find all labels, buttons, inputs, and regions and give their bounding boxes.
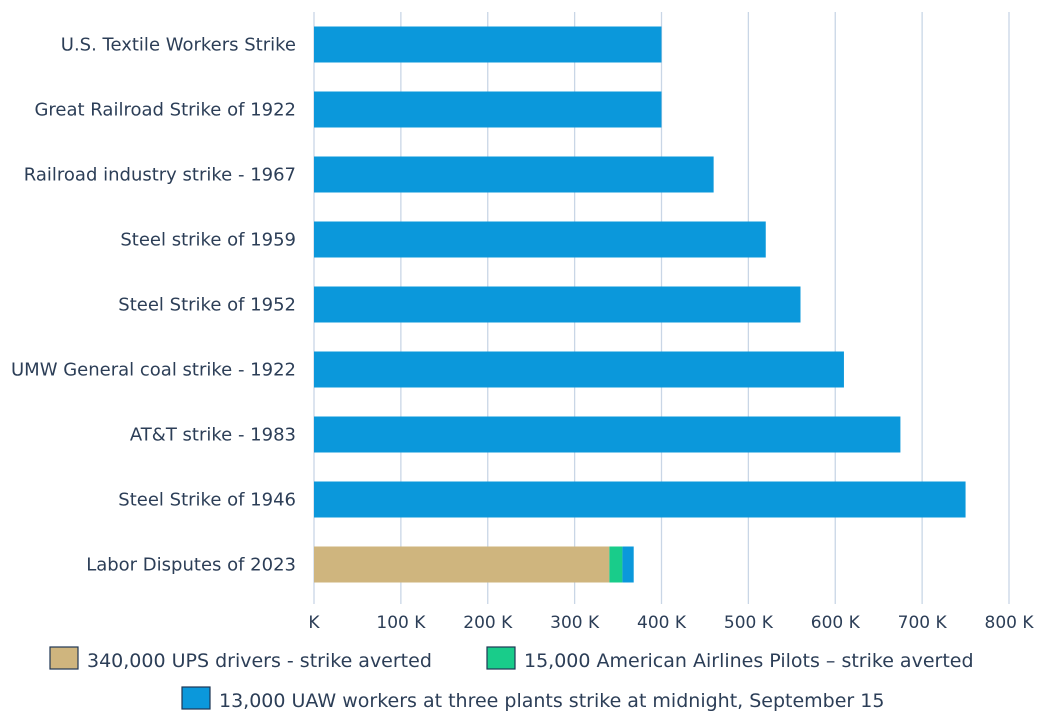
category-label: U.S. Textile Workers Strike xyxy=(61,35,296,56)
bar-steel-strike-of-1946 xyxy=(314,481,966,518)
bar-segment-13-000-uaw-workers-at-three-pl xyxy=(622,546,634,583)
x-tick-label: 200 K xyxy=(463,613,513,633)
x-tick-label: 700 K xyxy=(898,613,948,633)
bar-segment-15-000-american-airlines-pilot xyxy=(609,546,623,583)
legend: 340,000 UPS drivers - strike averted 15,0… xyxy=(49,646,974,712)
category-label: Steel strike of 1959 xyxy=(120,230,296,251)
legend-swatch xyxy=(181,686,211,710)
category-label: Great Railroad Strike of 1922 xyxy=(34,100,296,121)
category-label: UMW General coal strike - 1922 xyxy=(11,360,296,381)
x-tick-label: 400 K xyxy=(637,613,687,633)
x-tick-label: 300 K xyxy=(550,613,600,633)
x-tick-label: K xyxy=(308,613,320,633)
legend-label: 15,000 American Airlines Pilots – strike… xyxy=(524,650,974,672)
x-tick-label: 600 K xyxy=(811,613,861,633)
legend-swatch xyxy=(486,646,516,670)
bars xyxy=(314,26,966,583)
legend-swatch xyxy=(49,646,79,670)
x-tick-label: 100 K xyxy=(376,613,426,633)
category-label: Railroad industry strike - 1967 xyxy=(24,165,296,186)
category-labels: U.S. Textile Workers Strike Great Railroa… xyxy=(11,35,296,576)
x-axis-ticks: K 100 K 200 K 300 K 400 K 500 K 600 K 700 K 800 … xyxy=(308,613,1034,633)
bar-great-railroad-strike-of-1922 xyxy=(314,91,662,128)
bar-at-t-strike-1983 xyxy=(314,416,901,453)
legend-label: 340,000 UPS drivers - strike averted xyxy=(87,650,432,672)
category-label: Steel Strike of 1952 xyxy=(118,295,296,316)
legend-label: 13,000 UAW workers at three plants strik… xyxy=(219,690,884,712)
bar-railroad-industry-strike-1967 xyxy=(314,156,714,193)
bar-steel-strike-of-1952 xyxy=(314,286,801,323)
x-tick-label: 500 K xyxy=(724,613,774,633)
x-tick-label: 800 K xyxy=(985,613,1035,633)
bar-segment-340-000-ups-drivers-strike-ave xyxy=(314,546,610,583)
category-label: Labor Disputes of 2023 xyxy=(86,555,296,576)
bar-u-s-textile-workers-strike xyxy=(314,26,662,63)
bar-umw-general-coal-strike-1922 xyxy=(314,351,844,388)
bar-steel-strike-of-1959 xyxy=(314,221,766,258)
category-label: AT&T strike - 1983 xyxy=(130,425,296,446)
category-label: Steel Strike of 1946 xyxy=(118,490,296,511)
